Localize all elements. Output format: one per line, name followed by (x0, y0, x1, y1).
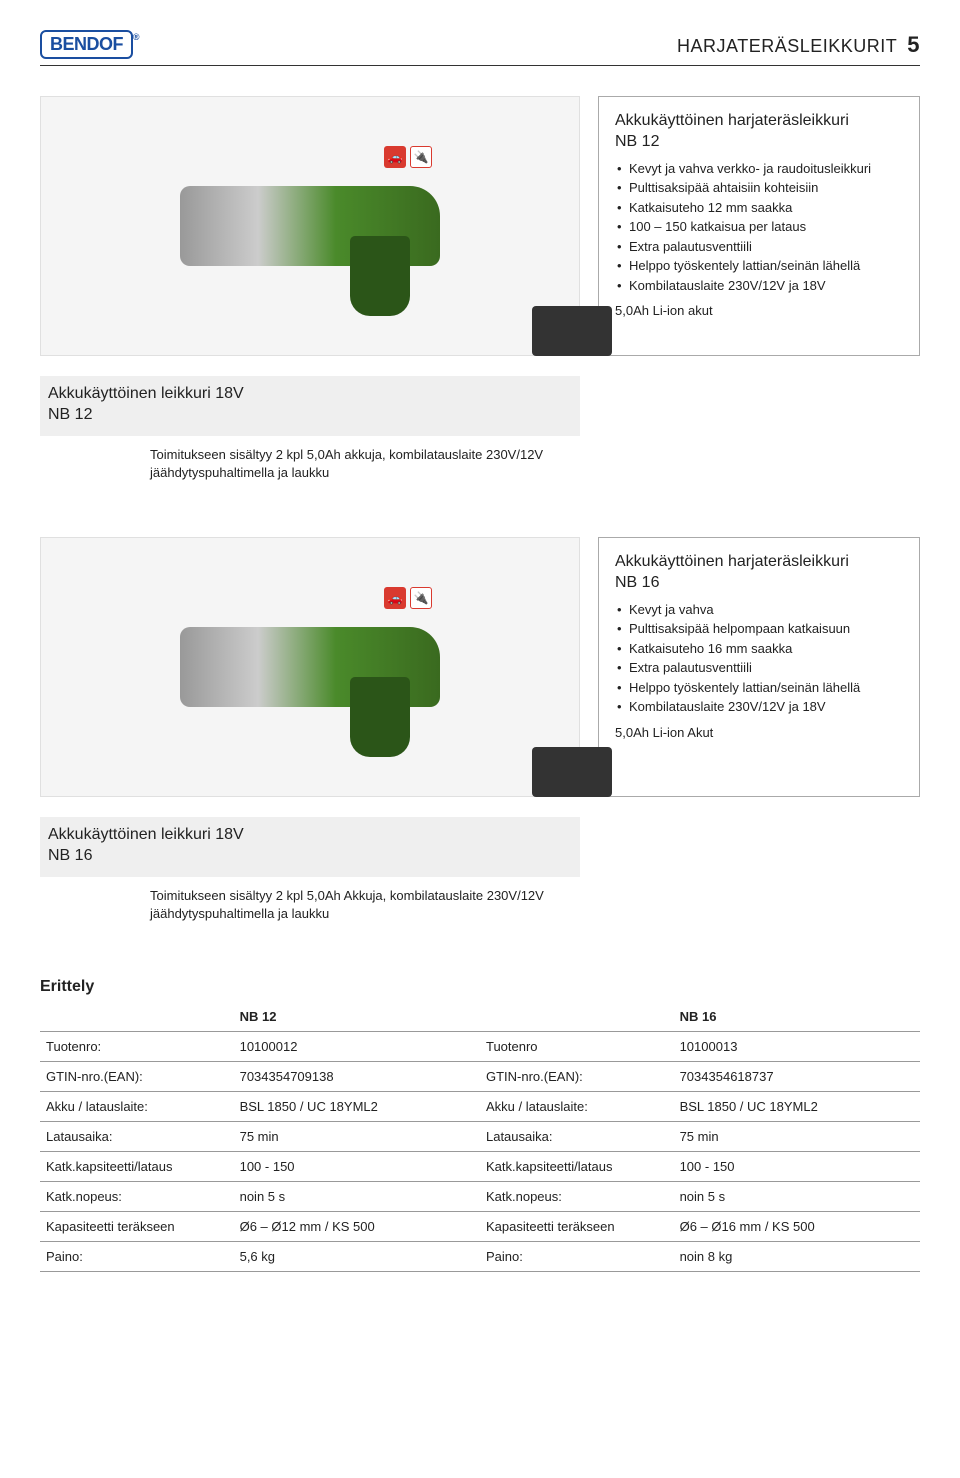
product2-bullets: Kevyt ja vahva Pulttisaksipää helpompaan… (615, 600, 903, 717)
cell-label: Latausaika: (480, 1121, 674, 1151)
product1-title-line1: Akkukäyttöinen harjateräsleikkuri (615, 112, 849, 129)
tool-illustration: 🚗 🔌 (68, 136, 552, 317)
table-row: Latausaika: 75 min Latausaika: 75 min (40, 1121, 920, 1151)
variant2-name: Akkukäyttöinen leikkuri 18V NB 16 (40, 817, 580, 877)
logo: BENDOF (40, 30, 133, 59)
page-heading: HARJATERÄSLEIKKURIT 5 (677, 32, 920, 58)
cell-label: Akku / latauslaite: (40, 1091, 234, 1121)
variant-block-nb12: Akkukäyttöinen leikkuri 18V NB 12 Toimit… (40, 376, 920, 482)
page-title-text: HARJATERÄSLEIKKURIT (677, 36, 897, 57)
bullet: 100 – 150 katkaisua per lataus (615, 217, 903, 237)
page-number: 5 (907, 32, 920, 58)
bullet: Katkaisuteho 12 mm saakka (615, 198, 903, 218)
bullet: Katkaisuteho 16 mm saakka (615, 639, 903, 659)
cell-label: Kapasiteetti teräkseen (480, 1211, 674, 1241)
bullet: Helppo työskentely lattian/seinän lähell… (615, 256, 903, 276)
cell-label: Tuotenro: (40, 1031, 234, 1061)
cell-value: 7034354618737 (674, 1061, 920, 1091)
table-row: Kapasiteetti teräkseen Ø6 – Ø12 mm / KS … (40, 1211, 920, 1241)
product-desc-nb12: Akkukäyttöinen harjateräsleikkuri NB 12 … (598, 96, 920, 356)
cell-label: Akku / latauslaite: (480, 1091, 674, 1121)
bullet: Pulttisaksipää ahtaisiin kohteisiin (615, 178, 903, 198)
product2-afterlist: 5,0Ah Li-ion Akut (615, 723, 903, 743)
variant2-name-line2: NB 16 (48, 847, 92, 864)
cell-label: Katk.kapsiteetti/lataus (40, 1151, 234, 1181)
bullet: Kevyt ja vahva verkko- ja raudoitusleikk… (615, 159, 903, 179)
cell-value: BSL 1850 / UC 18YML2 (674, 1091, 920, 1121)
bullet: Kombilatauslaite 230V/12V ja 18V (615, 697, 903, 717)
product-desc-nb16: Akkukäyttöinen harjateräsleikkuri NB 16 … (598, 537, 920, 797)
product-row-nb12: 🚗 🔌 Akkukäyttöinen harjateräsleikkuri NB… (40, 96, 920, 356)
product2-title-line2: NB 16 (615, 574, 659, 591)
product1-title-line2: NB 12 (615, 133, 659, 150)
bullet: Extra palautusventtiili (615, 658, 903, 678)
variant-block-nb16: Akkukäyttöinen leikkuri 18V NB 16 Toimit… (40, 817, 920, 923)
cell-label: Tuotenro (480, 1031, 674, 1061)
cell-label: Latausaika: (40, 1121, 234, 1151)
cell-label: GTIN-nro.(EAN): (40, 1061, 234, 1091)
product2-title-line1: Akkukäyttöinen harjateräsleikkuri (615, 553, 849, 570)
variant2-detail: Toimitukseen sisältyy 2 kpl 5,0Ah Akkuja… (40, 877, 580, 923)
table-row: Katk.kapsiteetti/lataus 100 - 150 Katk.k… (40, 1151, 920, 1181)
product-image-nb12: 🚗 🔌 (40, 96, 580, 356)
product1-afterlist: 5,0Ah Li-ion akut (615, 301, 903, 321)
cell-value: BSL 1850 / UC 18YML2 (234, 1091, 480, 1121)
cell-label: Katk.kapsiteetti/lataus (480, 1151, 674, 1181)
plug-icon: 🔌 (410, 146, 432, 168)
cell-value: 10100012 (234, 1031, 480, 1061)
cell-label: Katk.nopeus: (40, 1181, 234, 1211)
product-row-nb16: 🚗 🔌 Akkukäyttöinen harjateräsleikkuri NB… (40, 537, 920, 797)
page-header: BENDOF HARJATERÄSLEIKKURIT 5 (40, 30, 920, 66)
product1-bullets: Kevyt ja vahva verkko- ja raudoitusleikk… (615, 159, 903, 296)
cell-value: 75 min (674, 1121, 920, 1151)
table-row: Paino: 5,6 kg Paino: noin 8 kg (40, 1241, 920, 1271)
variant1-detail: Toimitukseen sisältyy 2 kpl 5,0Ah akkuja… (40, 436, 580, 482)
cell-label: GTIN-nro.(EAN): (480, 1061, 674, 1091)
variant2-name-line1: Akkukäyttöinen leikkuri 18V (48, 826, 244, 843)
specs-header-row: NB 12 NB 16 (40, 1002, 920, 1032)
cell-value: 100 - 150 (674, 1151, 920, 1181)
table-row: GTIN-nro.(EAN): 7034354709138 GTIN-nro.(… (40, 1061, 920, 1091)
car-icon: 🚗 (384, 146, 406, 168)
car-icon: 🚗 (384, 587, 406, 609)
cell-value: noin 5 s (234, 1181, 480, 1211)
cell-label: Paino: (40, 1241, 234, 1271)
tool-illustration: 🚗 🔌 (68, 577, 552, 758)
cell-value: 5,6 kg (234, 1241, 480, 1271)
cell-value: 7034354709138 (234, 1061, 480, 1091)
cell-value: noin 5 s (674, 1181, 920, 1211)
bullet: Extra palautusventtiili (615, 237, 903, 257)
variant1-name: Akkukäyttöinen leikkuri 18V NB 12 (40, 376, 580, 436)
cell-label: Kapasiteetti teräkseen (40, 1211, 234, 1241)
cell-value: noin 8 kg (674, 1241, 920, 1271)
bullet: Kombilatauslaite 230V/12V ja 18V (615, 276, 903, 296)
table-row: Katk.nopeus: noin 5 s Katk.nopeus: noin … (40, 1181, 920, 1211)
bullet: Kevyt ja vahva (615, 600, 903, 620)
col-nb16-header: NB 16 (674, 1002, 920, 1032)
specs-table: NB 12 NB 16 Tuotenro: 10100012 Tuotenro … (40, 1002, 920, 1272)
specs-heading: Erittely (40, 978, 920, 996)
plug-icon: 🔌 (410, 587, 432, 609)
cell-label: Paino: (480, 1241, 674, 1271)
variant1-name-line1: Akkukäyttöinen leikkuri 18V (48, 385, 244, 402)
bullet: Pulttisaksipää helpompaan katkaisuun (615, 619, 903, 639)
variant1-name-line2: NB 12 (48, 406, 92, 423)
product-image-nb16: 🚗 🔌 (40, 537, 580, 797)
col-nb12-header: NB 12 (234, 1002, 480, 1032)
cell-value: 75 min (234, 1121, 480, 1151)
cell-value: 10100013 (674, 1031, 920, 1061)
bullet: Helppo työskentely lattian/seinän lähell… (615, 678, 903, 698)
cell-value: Ø6 – Ø16 mm / KS 500 (674, 1211, 920, 1241)
cell-label: Katk.nopeus: (480, 1181, 674, 1211)
cell-value: Ø6 – Ø12 mm / KS 500 (234, 1211, 480, 1241)
cell-value: 100 - 150 (234, 1151, 480, 1181)
table-row: Akku / latauslaite: BSL 1850 / UC 18YML2… (40, 1091, 920, 1121)
table-row: Tuotenro: 10100012 Tuotenro 10100013 (40, 1031, 920, 1061)
